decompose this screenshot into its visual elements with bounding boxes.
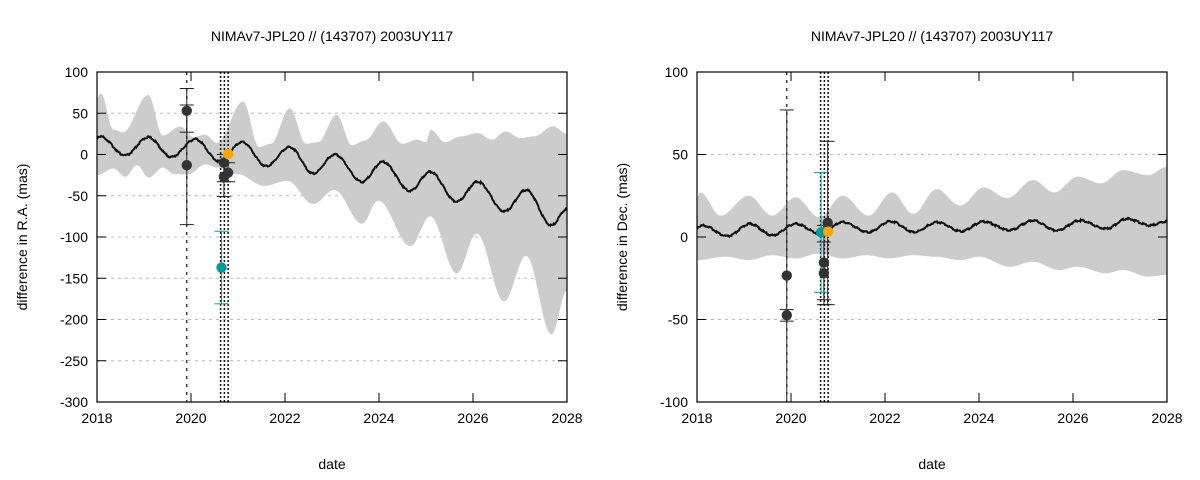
x-axis-label: date xyxy=(318,456,345,472)
x-tick-label: 2020 xyxy=(775,410,806,426)
x-tick-label: 2018 xyxy=(81,410,112,426)
x-tick-label: 2022 xyxy=(869,410,900,426)
ra-difference-chart: NIMAv7-JPL20 // (143707) 2003UY117 date … xyxy=(14,28,583,472)
uncertainty-band xyxy=(697,166,1167,277)
observation-point-black xyxy=(818,257,830,268)
observation-point-black xyxy=(781,270,792,281)
observation-point-black xyxy=(181,105,192,116)
y-axis-label: difference in R.A. (mas) xyxy=(14,164,30,311)
y-tick-label: 100 xyxy=(665,64,689,80)
model-line xyxy=(97,134,567,228)
y-tick-label: 100 xyxy=(65,64,89,80)
observation-point-orange xyxy=(222,148,234,160)
x-tick-label: 2026 xyxy=(1057,410,1088,426)
y-tick-label: 50 xyxy=(672,147,688,163)
y-tick-label: 0 xyxy=(680,229,688,245)
y-axis-label: difference in Dec. (mas) xyxy=(614,163,630,311)
y-tick-label: 0 xyxy=(80,147,88,163)
plot-area xyxy=(697,72,1167,402)
y-tick-label: -100 xyxy=(60,229,88,245)
x-tick-label: 2028 xyxy=(551,410,582,426)
x-tick-label: 2020 xyxy=(175,410,206,426)
y-tick-label: -200 xyxy=(60,312,88,328)
x-tick-label: 2024 xyxy=(363,410,394,426)
chart-title: NIMAv7-JPL20 // (143707) 2003UY117 xyxy=(811,28,1054,44)
y-tick-label: -50 xyxy=(668,312,688,328)
observation-point-black xyxy=(222,167,234,178)
x-tick-label: 2024 xyxy=(963,410,994,426)
x-tick-label: 2022 xyxy=(269,410,300,426)
y-tick-label: -100 xyxy=(660,394,688,410)
x-axis-label: date xyxy=(918,456,945,472)
x-tick-label: 2028 xyxy=(1151,410,1182,426)
x-tick-label: 2018 xyxy=(681,410,712,426)
model-line xyxy=(697,216,1167,239)
y-tick-label: -50 xyxy=(68,188,88,204)
observation-point-orange xyxy=(822,226,834,237)
observation-point-black xyxy=(181,160,192,171)
observation-point-black xyxy=(781,310,792,321)
dec-difference-chart: NIMAv7-JPL20 // (143707) 2003UY117 date … xyxy=(614,28,1183,472)
y-tick-label: -300 xyxy=(60,394,88,410)
y-tick-label: 50 xyxy=(72,105,88,121)
observation-point-black xyxy=(822,217,833,228)
chart-title: NIMAv7-JPL20 // (143707) 2003UY117 xyxy=(211,28,454,44)
uncertainty-band xyxy=(97,93,567,335)
observation-point-black xyxy=(218,157,230,168)
x-tick-label: 2026 xyxy=(457,410,488,426)
plot-area xyxy=(97,72,567,402)
observation-point-teal xyxy=(216,262,227,273)
y-tick-label: -150 xyxy=(60,270,88,286)
y-tick-label: -250 xyxy=(60,353,88,369)
observation-point-black xyxy=(818,268,830,279)
